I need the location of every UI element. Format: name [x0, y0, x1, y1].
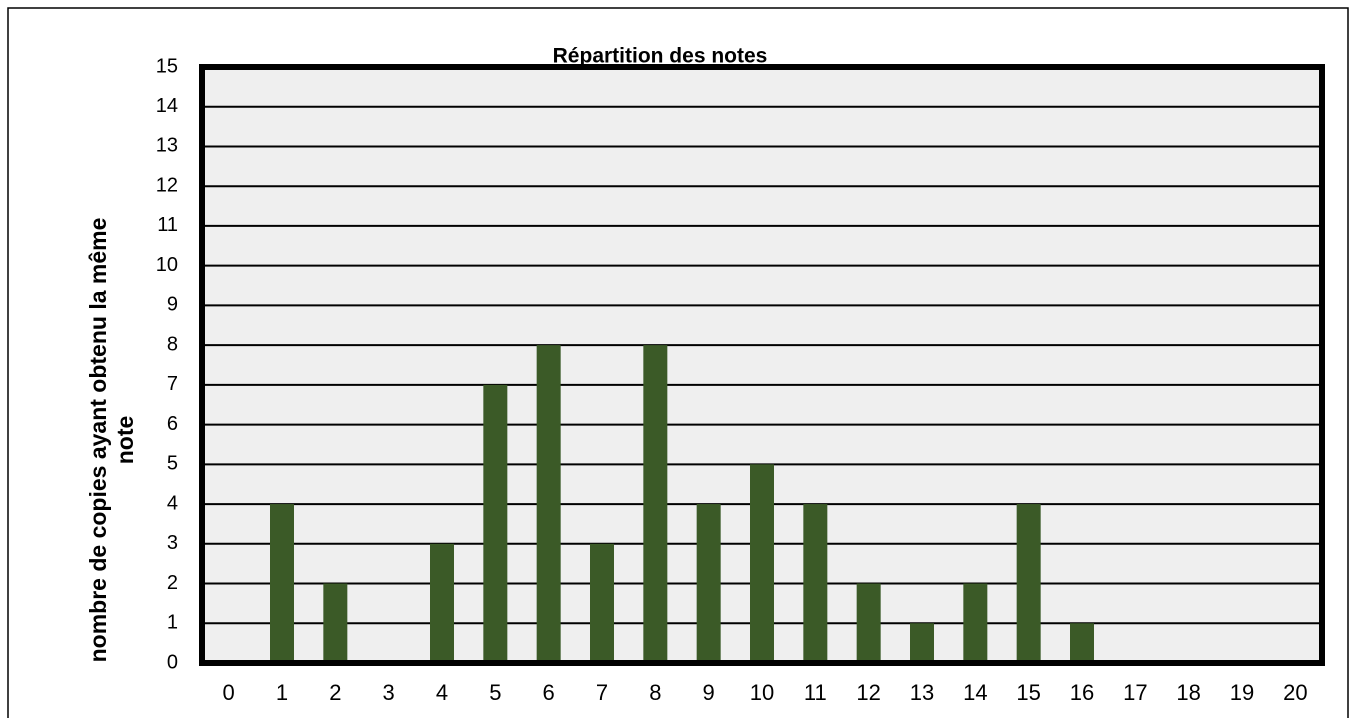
bar: [536, 345, 561, 663]
y-axis-label: note: [112, 416, 138, 465]
bar: [803, 504, 828, 663]
x-tick-label: 12: [856, 680, 880, 705]
x-tick-label: 4: [436, 680, 448, 705]
y-axis-label: nombre de copies ayant obtenu la même: [85, 218, 111, 663]
x-tick-label: 6: [543, 680, 555, 705]
bar: [696, 504, 721, 663]
bar: [483, 384, 508, 663]
x-tick-label: 2: [329, 680, 341, 705]
bar: [963, 583, 988, 663]
y-tick-label: 10: [156, 254, 178, 276]
x-tick-label: 10: [750, 680, 774, 705]
x-tick-label: 0: [223, 680, 235, 705]
y-tick-label: 8: [167, 333, 178, 355]
y-tick-label: 3: [167, 532, 178, 554]
y-tick-label: 13: [156, 135, 178, 157]
bar: [270, 504, 294, 663]
y-tick-label: 1: [167, 612, 178, 634]
x-tick-label: 7: [596, 680, 608, 705]
bar: [750, 464, 774, 663]
x-tick-label: 3: [383, 680, 395, 705]
plot-border: [199, 64, 1325, 666]
chart-title: Répartition des notes: [553, 45, 768, 68]
bar: [430, 543, 454, 663]
bar: [1016, 504, 1041, 663]
bar: [1070, 623, 1094, 663]
y-tick-label: 0: [167, 651, 178, 673]
y-tick-label: 12: [156, 174, 178, 196]
y-tick-label: 6: [167, 413, 178, 435]
y-tick-label: 5: [167, 453, 178, 475]
bar: [590, 543, 614, 663]
x-tick-label: 8: [649, 680, 661, 705]
x-tick-label: 11: [804, 680, 827, 705]
bar: [910, 623, 934, 663]
x-tick-label: 19: [1230, 680, 1254, 705]
y-tick-label: 4: [167, 492, 178, 514]
x-tick-label: 20: [1283, 680, 1307, 705]
y-tick-label: 11: [157, 214, 178, 236]
x-tick-label: 1: [276, 680, 288, 705]
x-tick-label: 16: [1070, 680, 1094, 705]
x-tick-label: 17: [1123, 680, 1147, 705]
x-tick-label: 5: [489, 680, 501, 705]
y-tick-label: 7: [167, 373, 178, 395]
y-tick-label: 9: [167, 294, 178, 316]
x-tick-label: 14: [963, 680, 987, 705]
bar: [643, 345, 668, 663]
y-tick-label: 14: [156, 95, 178, 117]
y-tick-label: 15: [156, 55, 178, 77]
x-tick-label: 9: [703, 680, 715, 705]
bar: [323, 583, 348, 663]
bar: [856, 583, 881, 663]
y-tick-label: 2: [167, 572, 178, 594]
x-tick-label: 15: [1016, 680, 1040, 705]
x-tick-label: 13: [910, 680, 934, 705]
x-tick-label: 18: [1176, 680, 1200, 705]
